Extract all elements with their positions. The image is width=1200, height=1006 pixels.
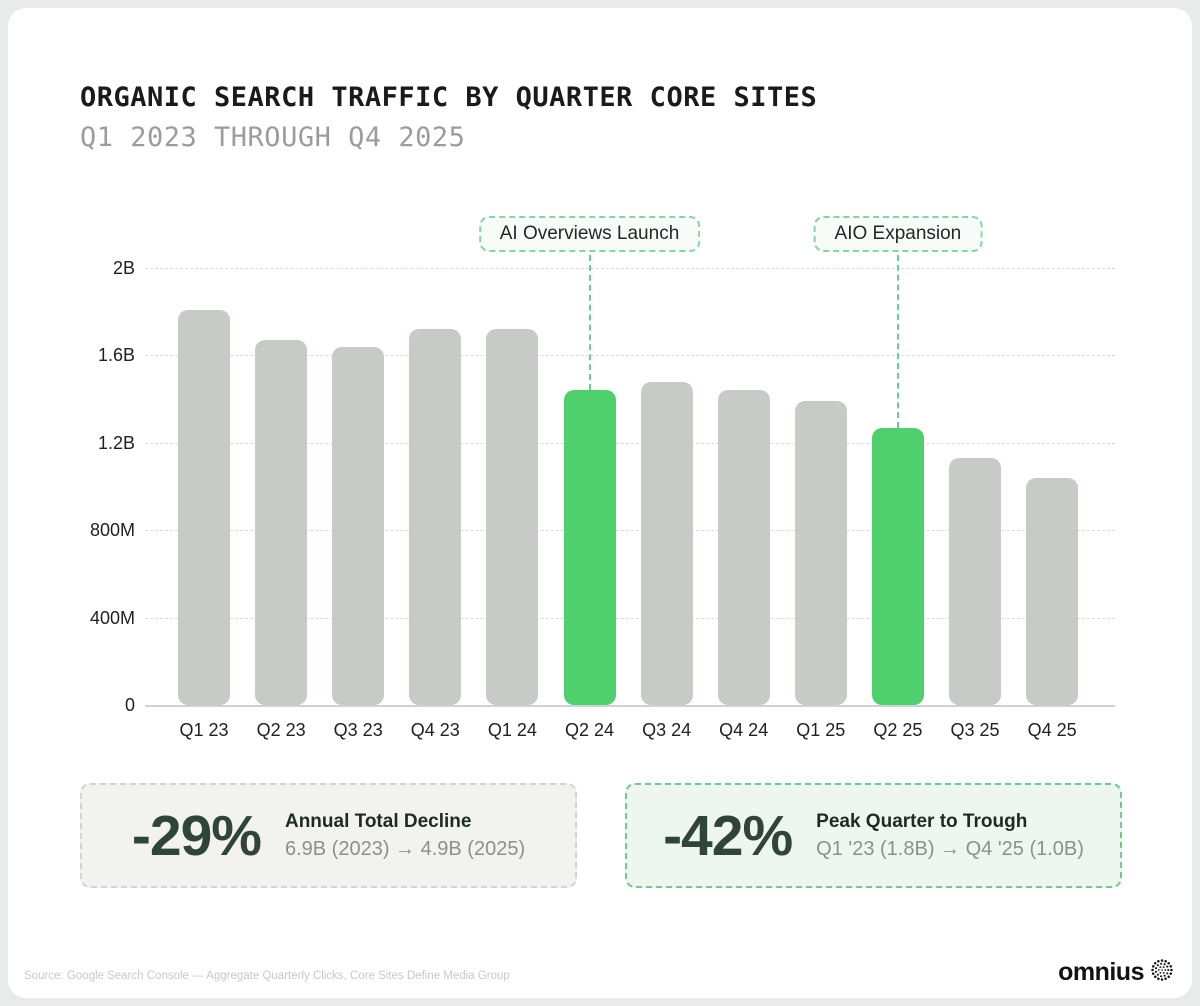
stat-label-annual-decline: Annual Total Decline — [284, 810, 472, 832]
x-tick-q1-23: Q1 23 — [179, 720, 229, 740]
bar-q1-24 — [486, 329, 539, 705]
annotation-line-ai-overviews-launch — [588, 255, 591, 391]
gridline-800m — [145, 530, 1115, 532]
gridline-1-2b — [145, 442, 1115, 444]
bar-q3-25 — [949, 458, 1001, 705]
page-subtitle: Q1 2023 THROUGH Q4 2025 — [80, 122, 466, 153]
annotation-line-aio-expansion — [896, 255, 899, 428]
bar-q1-25 — [794, 401, 847, 705]
bar-q4-24 — [717, 390, 770, 705]
bar-q3-23 — [332, 346, 385, 705]
gridline-1-6b — [145, 355, 1115, 357]
stat-text: Annual Total Decline 6.9B (2023) → 4.9B … — [285, 811, 525, 861]
stat-value-peak-to-trough: -42% — [663, 803, 793, 868]
stat-card-annual-decline: -29% Annual Total Decline 6.9B (2023) → … — [80, 783, 577, 888]
bar-q4-25 — [1026, 477, 1079, 705]
x-tick-q2-24: Q2 24 — [564, 720, 615, 740]
annotation-aio-expansion: AIO Expansion — [813, 216, 983, 252]
bar-q2-23 — [255, 340, 308, 705]
x-tick-q2-25: Q2 25 — [873, 720, 923, 740]
y-tick-800m: 800M — [89, 520, 135, 541]
x-tick-q4-23: Q4 23 — [410, 720, 460, 740]
stat-label-peak-to-trough: Peak Quarter to Trough — [816, 810, 1028, 832]
stat-detail-peak-to-trough: Q1 '23 (1.8B) → Q4 '25 (1.0B) — [816, 837, 1084, 860]
x-tick-q3-24: Q3 24 — [642, 720, 692, 740]
gridline-2b — [145, 268, 1115, 269]
stat-detail-annual-decline: 6.9B (2023) → 4.9B (2025) — [284, 837, 526, 860]
x-tick-q4-24: Q4 24 — [719, 720, 769, 740]
bar-q2-24 — [563, 390, 616, 705]
y-tick-2b: 2B — [112, 258, 135, 278]
infographic-card: ORGANIC SEARCH TRAFFIC BY QUARTER CORE S… — [8, 8, 1192, 998]
brand-logo-text: omnius — [1058, 958, 1144, 986]
x-tick-q1-24: Q1 24 — [487, 720, 537, 740]
bar-q4-23 — [409, 329, 462, 705]
gridline-400m — [145, 617, 1115, 619]
source-note: Source: Google Search Console — Aggregat… — [24, 970, 510, 982]
y-tick-0: 0 — [124, 695, 135, 715]
dotted-sphere-icon — [1150, 958, 1174, 987]
x-tick-q4-25: Q4 25 — [1027, 720, 1077, 740]
x-axis-line — [145, 705, 1115, 707]
bar-q1-23 — [178, 309, 230, 705]
x-tick-q1-25: Q1 25 — [796, 720, 846, 740]
stat-text: Peak Quarter to Trough Q1 '23 (1.8B) → Q… — [816, 811, 1084, 861]
brand-logo: omnius — [1058, 958, 1174, 987]
traffic-bar-chart: 0 400M 800M 1.2B 1.6B 2B Q1 23 Q2 23 Q3 23 Q4 23 Q… — [8, 8, 1192, 998]
x-tick-q3-23: Q3 23 — [333, 720, 383, 740]
bar-q3-24 — [640, 381, 693, 705]
y-tick-1-2b: 1.2B — [97, 432, 135, 453]
y-tick-1-6b: 1.6B — [97, 345, 135, 366]
x-tick-q3-25: Q3 25 — [950, 720, 1000, 740]
x-tick-q2-23: Q2 23 — [256, 720, 306, 740]
page-title: ORGANIC SEARCH TRAFFIC BY QUARTER CORE S… — [80, 82, 818, 113]
y-tick-400m: 400M — [89, 607, 135, 628]
header: ORGANIC SEARCH TRAFFIC BY QUARTER CORE S… — [80, 82, 817, 153]
stat-card-peak-to-trough: -42% Peak Quarter to Trough Q1 '23 (1.8B… — [625, 783, 1122, 888]
annotation-ai-overviews-launch: AI Overviews Launch — [478, 216, 701, 252]
bar-q2-25 — [871, 427, 924, 705]
stat-value-annual-decline: -29% — [131, 803, 262, 868]
